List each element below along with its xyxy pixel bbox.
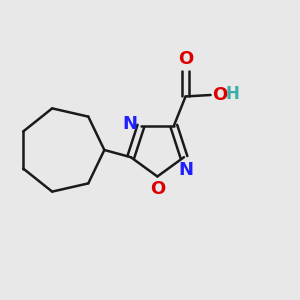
Text: H: H	[225, 85, 239, 103]
Text: N: N	[122, 116, 137, 134]
Text: O: O	[178, 50, 193, 68]
Text: O: O	[150, 180, 165, 198]
Text: N: N	[178, 161, 193, 179]
Text: O: O	[212, 86, 227, 104]
